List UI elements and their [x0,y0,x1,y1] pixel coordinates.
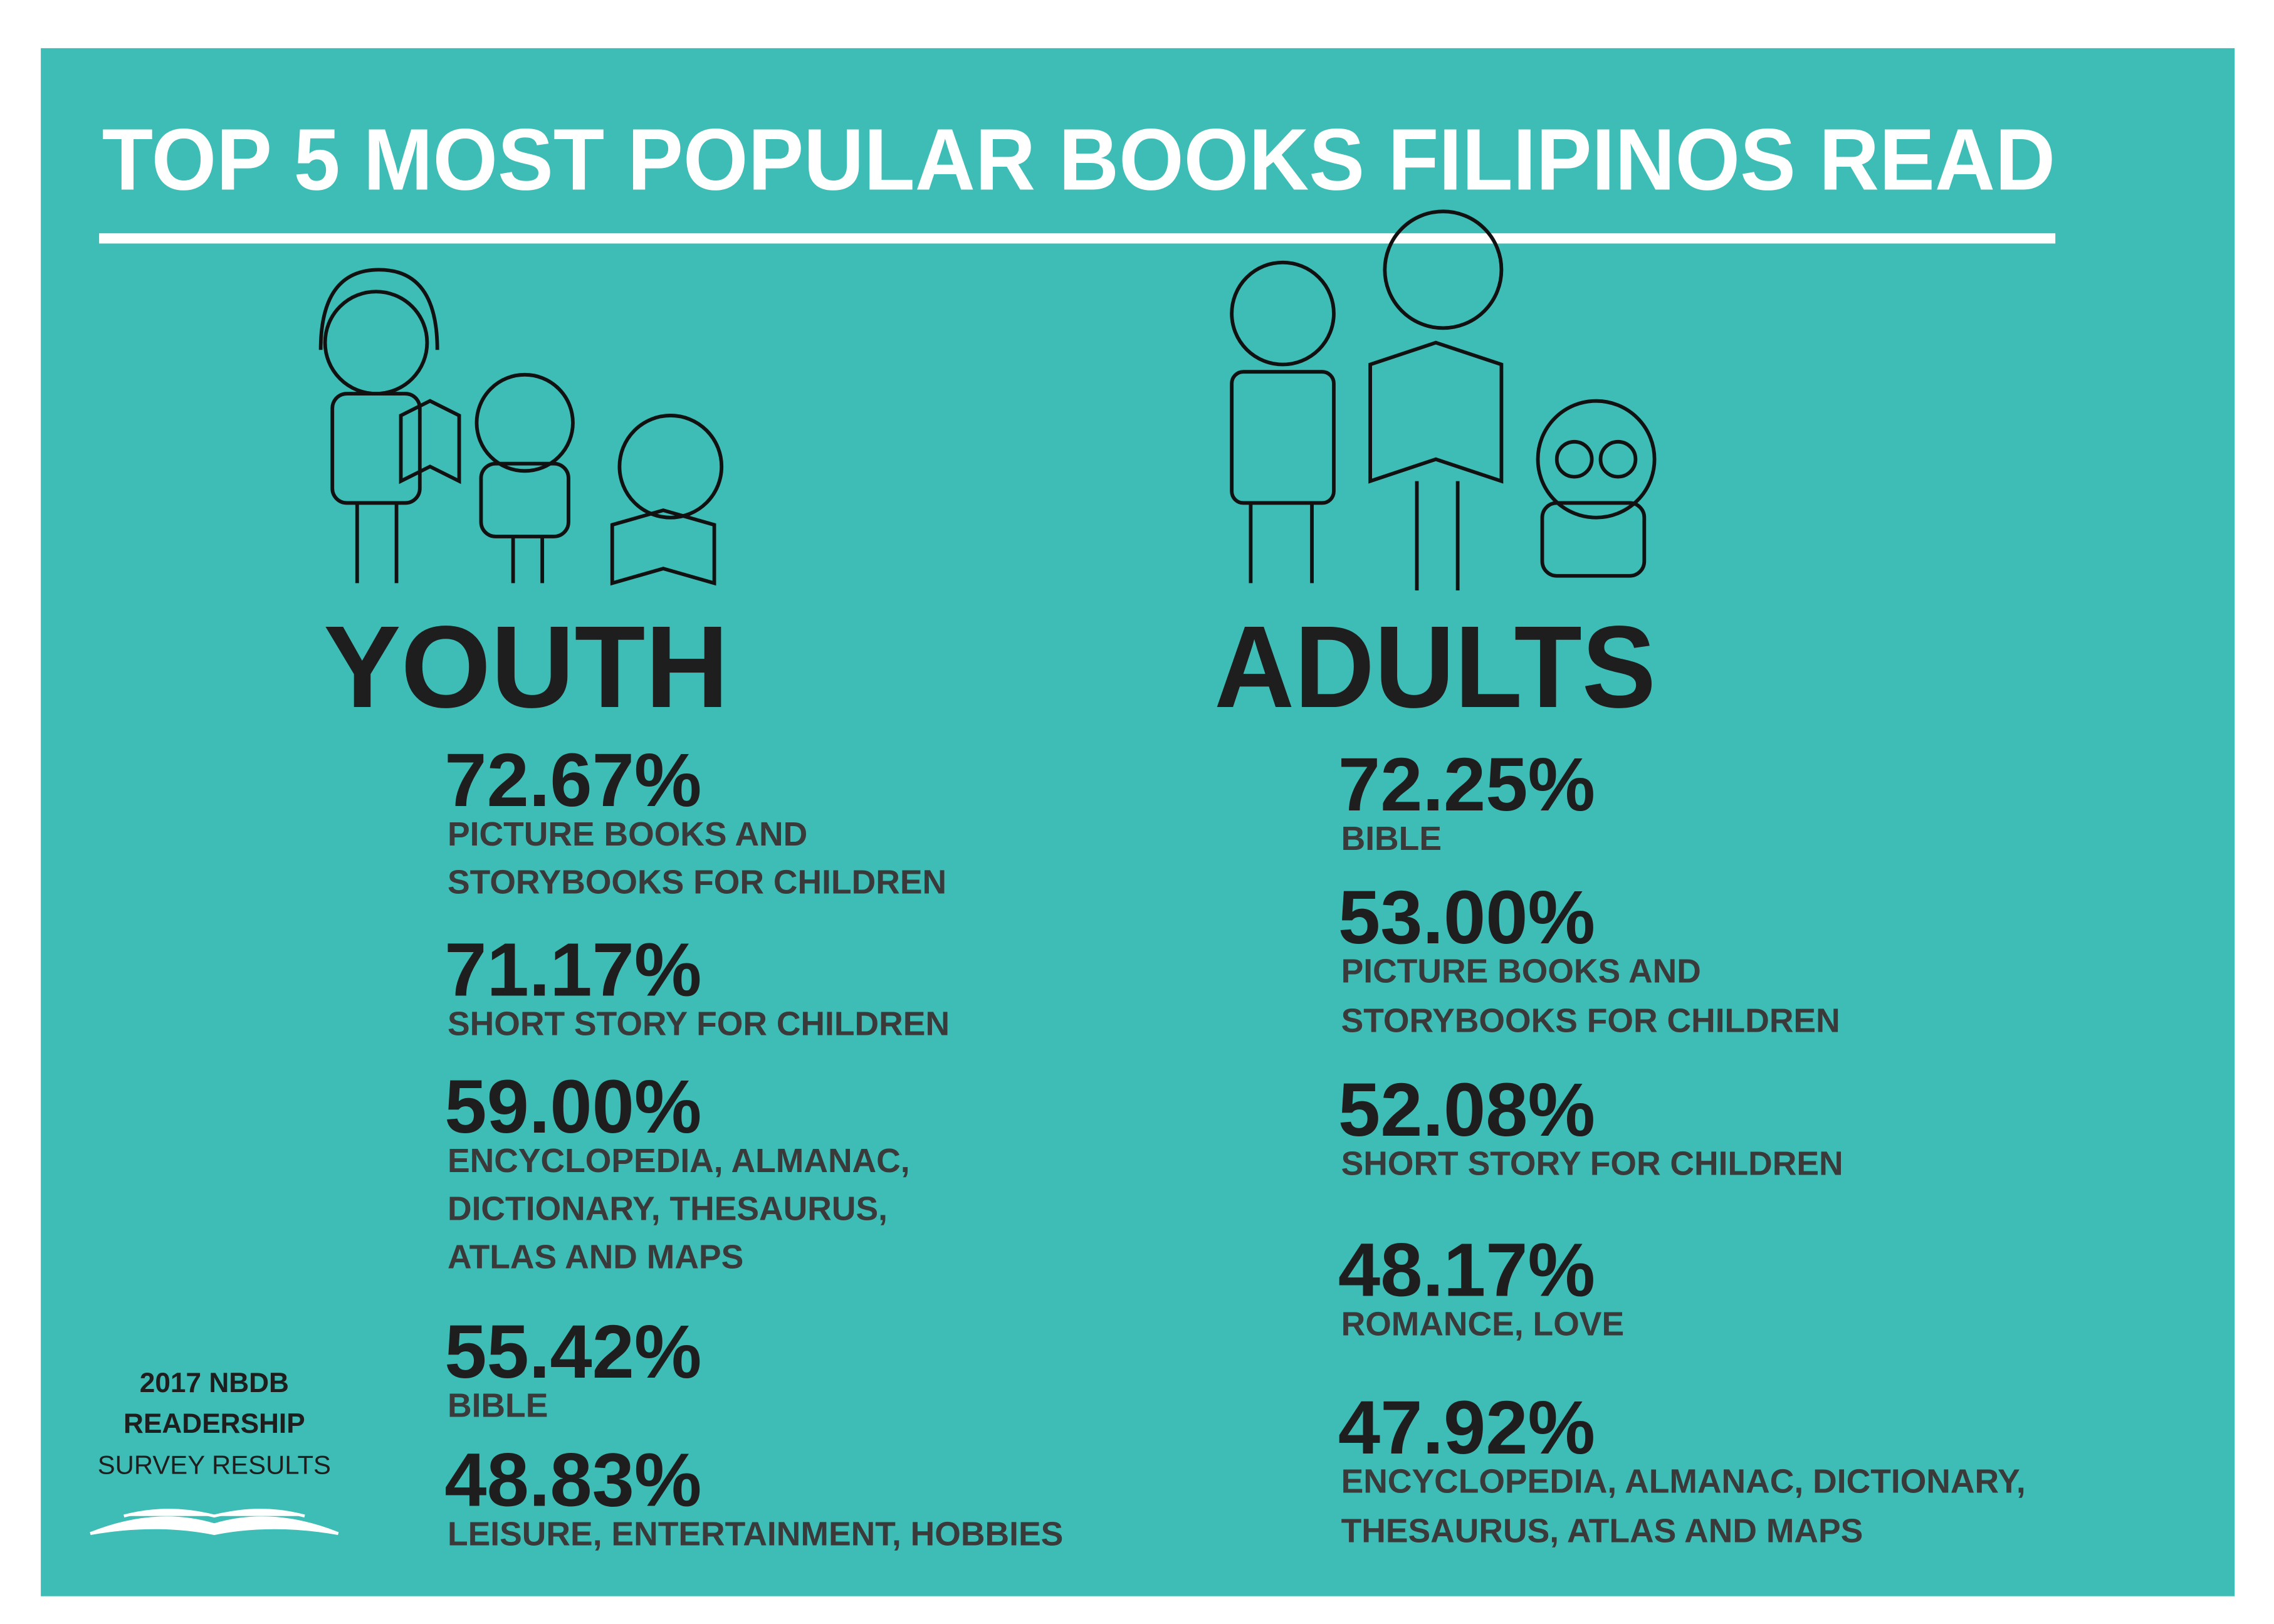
percent: 47.92% [1338,1385,1595,1470]
category-label: BIBLE [1341,820,1442,857]
category-label: ATLAS AND MAPS [448,1239,743,1276]
adults-list: 72.25%BIBLE 53.00%PICTURE BOOKS AND STORYB… [1338,742,2026,1549]
category-label: ROMANCE, LOVE [1341,1306,1625,1343]
percent: 48.17% [1338,1228,1595,1312]
percent: 72.67% [444,738,701,822]
book-icon [90,1509,339,1536]
category-label: SHORT STORY FOR CHILDREN [448,1005,950,1042]
percent: 72.25% [1338,742,1595,827]
percent: 55.42% [444,1309,701,1394]
title: TOP 5 MOST POPULAR BOOKS FILIPINOS READ [102,110,2055,208]
percent: 52.08% [1338,1067,1595,1152]
category-label: SHORT STORY FOR CHILDREN [1341,1146,1843,1183]
percent: 71.17% [444,928,701,1012]
source-line: 2017 NBDB [140,1368,289,1398]
category-label: ENCYCLOPEDIA, ALMANAC, [448,1143,910,1180]
percent: 48.83% [444,1438,701,1522]
category-label: STORYBOOKS FOR CHILDREN [1341,1003,1840,1040]
source-line: READERSHIP [123,1408,305,1439]
adults-illustration [1230,209,1657,591]
category-label: PICTURE BOOKS AND [1341,953,1701,990]
panel [41,48,2235,1596]
percent: 59.00% [444,1064,701,1149]
category-label: THESAURUS, ATLAS AND MAPS [1341,1513,1863,1550]
source-line: SURVEY RESULTS [98,1450,331,1479]
percent: 53.00% [1338,875,1595,960]
youth-heading: YOUTH [323,602,729,732]
adults-heading: ADULTS [1214,602,1656,732]
category-label: DICTIONARY, THESAURUS, [448,1191,888,1228]
category-label: BIBLE [448,1388,548,1425]
youth-list: 72.67%PICTURE BOOKS AND STORYBOOKS FOR CH… [444,738,1063,1553]
title-underline [99,233,2056,244]
youth-illustration [318,268,724,586]
category-label: STORYBOOKS FOR CHILDREN [448,864,946,901]
category-label: LEISURE, ENTERTAINMENT, HOBBIES [448,1516,1063,1553]
category-label: ENCYCLOPEDIA, ALMANAC, DICTIONARY, [1341,1464,2026,1501]
category-label: PICTURE BOOKS AND [448,816,807,853]
